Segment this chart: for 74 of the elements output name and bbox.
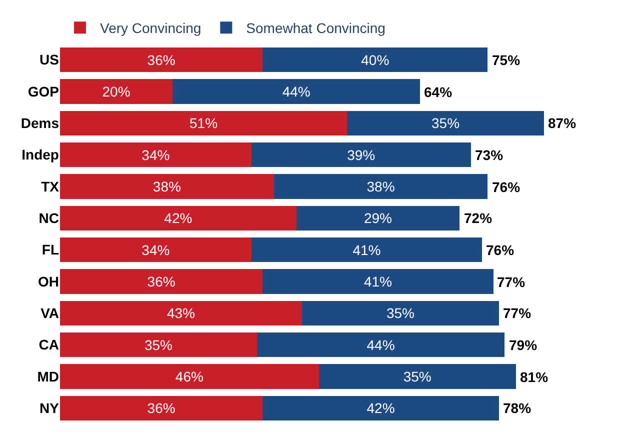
total-label: 78% [503, 400, 532, 416]
y-tick-label: Indep [22, 146, 59, 163]
bar [256, 332, 505, 358]
bar [60, 300, 302, 326]
bar [262, 47, 488, 72]
bar [60, 269, 263, 294]
y-tick-label: CA [38, 336, 59, 353]
data-label: 36% [147, 274, 176, 290]
data-label: 38% [152, 178, 181, 194]
data-label: 20% [102, 84, 130, 100]
bar [347, 110, 544, 136]
bar [60, 206, 296, 231]
data-label: 29% [364, 210, 392, 226]
data-label: 44% [366, 336, 395, 353]
data-label: 35% [403, 368, 432, 384]
data-label: 40% [361, 52, 390, 68]
data-label: 42% [164, 210, 192, 226]
y-tick-label: FL [42, 242, 60, 258]
data-label: 36% [147, 52, 176, 68]
bar [60, 110, 348, 136]
data-label: 39% [347, 146, 376, 163]
data-label: 51% [189, 115, 218, 132]
data-label: 36% [147, 400, 176, 416]
data-label: 41% [364, 274, 392, 290]
total-label: 77% [503, 305, 532, 321]
data-label: 41% [352, 242, 381, 258]
bar [60, 396, 263, 421]
bar [296, 206, 460, 231]
bar [60, 47, 263, 72]
total-label: 64% [424, 84, 453, 100]
data-label: 46% [175, 368, 204, 384]
total-label: 87% [548, 115, 577, 131]
bar [60, 364, 319, 389]
data-label: 38% [366, 178, 395, 194]
total-label: 76% [486, 242, 515, 258]
y-tick-label: NC [38, 210, 59, 226]
total-label: 72% [464, 210, 493, 226]
bar [60, 332, 257, 358]
legend-label: Very Convincing [100, 20, 202, 36]
data-label: 43% [166, 305, 196, 322]
y-tick-label: GOP [28, 83, 59, 100]
bar [60, 79, 173, 104]
bar [60, 174, 274, 199]
y-tick-label: US [40, 52, 59, 68]
bar [60, 237, 252, 262]
total-label: 73% [475, 147, 504, 163]
y-tick-label: MD [37, 368, 59, 384]
bar [262, 396, 499, 421]
data-label: 42% [366, 400, 395, 416]
data-label: 35% [386, 305, 415, 322]
bar [251, 142, 471, 168]
bar [251, 237, 482, 262]
data-label: 34% [142, 146, 170, 163]
total-label: 77% [497, 274, 526, 290]
y-tick-label: TX [41, 178, 60, 194]
data-label: 35% [431, 115, 460, 132]
y-tick-label: NY [40, 400, 60, 416]
total-label: 76% [492, 179, 521, 195]
y-tick-label: Dems [20, 115, 60, 132]
data-label: 35% [144, 336, 173, 353]
bar [262, 269, 494, 294]
total-label: 79% [509, 337, 538, 353]
total-label: 75% [492, 52, 521, 68]
bar [274, 174, 488, 199]
total-label: 81% [520, 369, 549, 385]
y-tick-label: VA [40, 305, 59, 322]
data-label: 34% [142, 242, 170, 258]
y-tick-label: OH [38, 273, 59, 290]
bar [60, 142, 252, 168]
data-label: 44% [282, 84, 310, 100]
legend-label: Somewhat Convincing [246, 20, 386, 36]
bar [302, 300, 499, 326]
bar [318, 364, 516, 389]
bar [172, 79, 420, 104]
